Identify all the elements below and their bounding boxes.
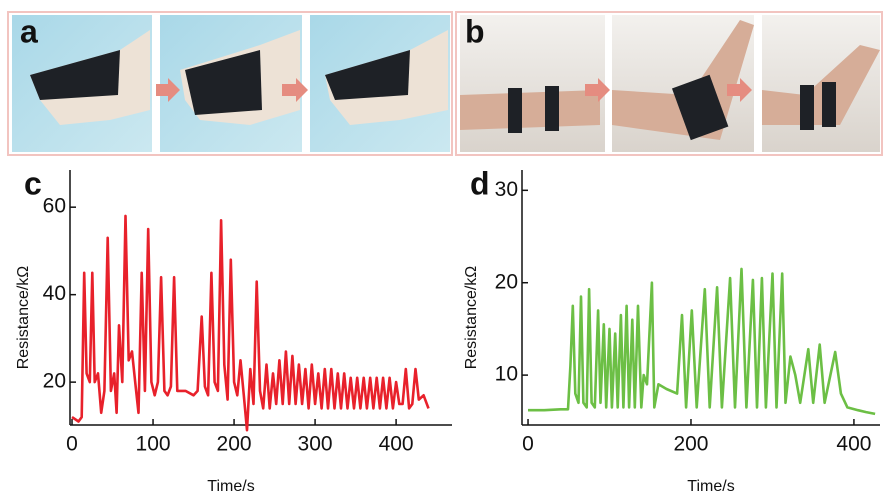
y-axis-label: Resistance/kΩ xyxy=(463,266,480,370)
x-tick-label: 100 xyxy=(136,433,171,456)
x-tick-label: 0 xyxy=(66,433,78,456)
y-tick-label: 20 xyxy=(495,270,518,293)
panel-label: d xyxy=(470,165,490,201)
panel-label: c xyxy=(24,165,42,201)
x-tick-label: 300 xyxy=(298,433,333,456)
photo-panel-a xyxy=(7,11,453,156)
x-tick-label: 200 xyxy=(217,433,252,456)
x-tick-label: 400 xyxy=(836,433,871,456)
panel-label: a xyxy=(20,13,38,49)
y-tick-label: 30 xyxy=(495,178,518,201)
y-tick-label: 60 xyxy=(43,195,66,218)
x-tick-label: 400 xyxy=(379,433,414,456)
x-tick-label: 0 xyxy=(522,433,534,456)
data-line xyxy=(71,214,430,432)
y-tick-label: 10 xyxy=(495,363,518,386)
y-tick-label: 40 xyxy=(43,282,66,305)
y-axis-label: Resistance/kΩ xyxy=(15,266,32,370)
x-axis-label: Time/s xyxy=(687,478,734,495)
x-tick-label: 200 xyxy=(673,433,708,456)
panel-label: b xyxy=(465,13,485,49)
photo-panel-b xyxy=(455,11,883,156)
y-tick-label: 20 xyxy=(43,370,66,393)
x-axis-label: Time/s xyxy=(207,478,254,495)
data-line xyxy=(528,267,876,416)
